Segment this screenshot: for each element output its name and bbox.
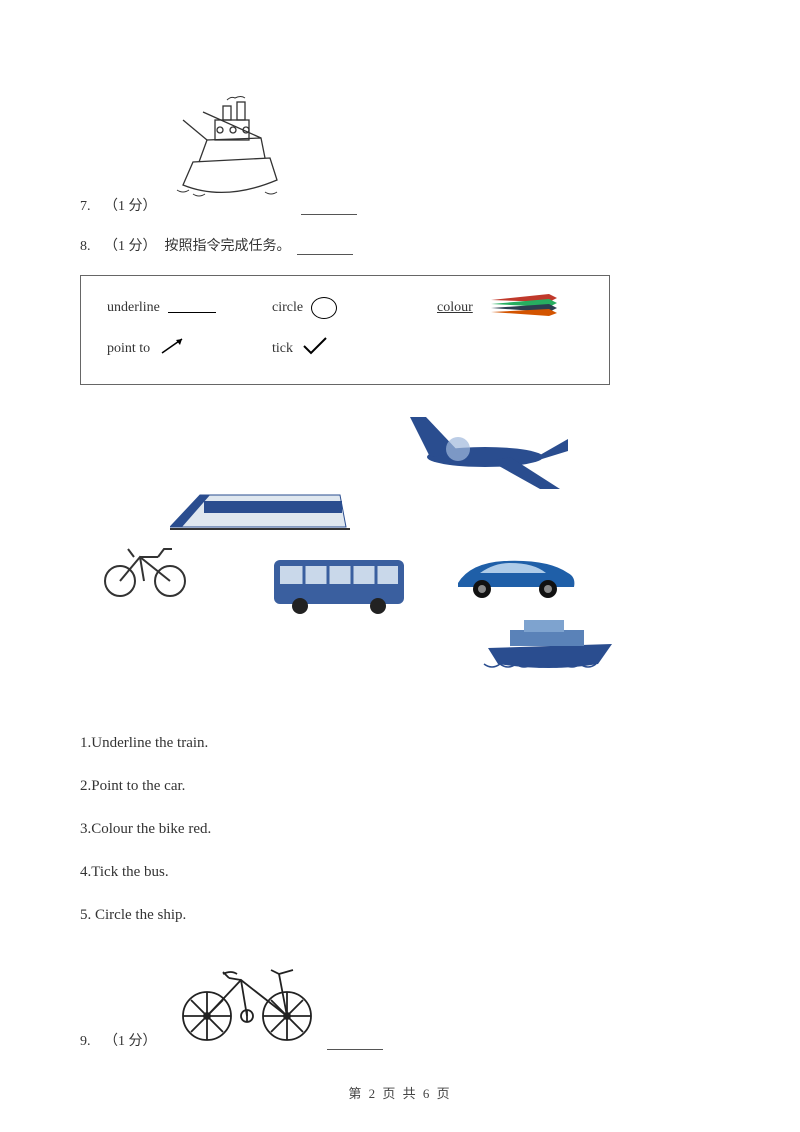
ship-icon xyxy=(480,614,620,679)
question-9: 9. （1 分） xyxy=(80,950,720,1050)
page-footer: 第 2 页 共 6 页 xyxy=(0,1083,800,1102)
bike-icon xyxy=(100,539,190,604)
legend-circle: circle xyxy=(272,297,437,319)
legend-row-2: point to tick xyxy=(107,335,583,362)
q8-text: 按照指令完成任务。 xyxy=(165,235,291,255)
task-1: 1.Underline the train. xyxy=(80,735,720,752)
tick-icon xyxy=(301,336,329,361)
instruction-legend-box: underline circle colour po xyxy=(80,275,610,385)
task-4: 4.Tick the bus. xyxy=(80,864,720,881)
q8-score: （1 分） xyxy=(104,235,157,255)
q9-score: （1 分） xyxy=(104,1030,157,1050)
task-2: 2.Point to the car. xyxy=(80,778,720,795)
q7-answer-blank[interactable] xyxy=(301,201,357,215)
q8-number: 8. xyxy=(80,239,104,255)
vehicles-illustration xyxy=(80,409,640,699)
legend-point-to-label: point to xyxy=(107,341,150,357)
underline-icon xyxy=(168,303,216,313)
arrow-icon xyxy=(158,335,190,362)
q7-score: （1 分） xyxy=(104,195,157,215)
ship-drawing-icon xyxy=(165,80,295,215)
legend-colour: colour xyxy=(437,294,602,321)
legend-point-to: point to xyxy=(107,335,272,362)
task-5: 5. Circle the ship. xyxy=(80,907,720,924)
bus-icon xyxy=(270,554,410,624)
question-8: 8. （1 分） 按照指令完成任务。 xyxy=(80,235,720,255)
plane-icon xyxy=(400,409,570,504)
bicycle-drawing-icon xyxy=(171,950,321,1050)
q7-number: 7. xyxy=(80,199,104,215)
q9-answer-blank[interactable] xyxy=(327,1036,383,1050)
car-icon xyxy=(450,549,580,609)
legend-circle-label: circle xyxy=(272,300,303,316)
circle-icon xyxy=(311,297,337,319)
task-list: 1.Underline the train. 2.Point to the ca… xyxy=(80,735,720,924)
q8-answer-blank[interactable] xyxy=(297,241,353,255)
question-7: 7. （1 分） xyxy=(80,80,720,215)
train-icon xyxy=(170,479,350,544)
pencils-icon xyxy=(491,294,561,321)
legend-underline-label: underline xyxy=(107,300,160,316)
legend-tick-label: tick xyxy=(272,341,293,357)
legend-tick: tick xyxy=(272,336,437,361)
legend-colour-label: colour xyxy=(437,300,473,316)
q9-number: 9. xyxy=(80,1034,104,1050)
legend-row-1: underline circle colour xyxy=(107,294,583,321)
task-3: 3.Colour the bike red. xyxy=(80,821,720,838)
legend-underline: underline xyxy=(107,300,272,316)
